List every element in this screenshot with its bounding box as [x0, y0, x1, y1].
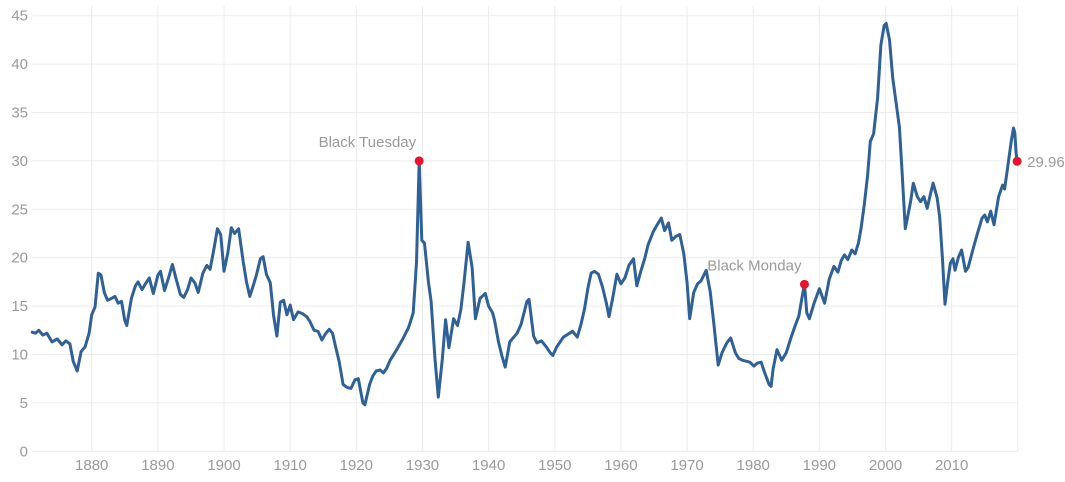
y-axis-labels: 0 5 10 15 20 25 30 35 40 45 [11, 8, 28, 461]
black-tuesday-marker-dot [414, 156, 424, 166]
y-axis-tick-label: 10 [11, 347, 28, 364]
current-value-label: 29.96 [1027, 154, 1065, 171]
x-axis-tick-label: 1930 [406, 457, 439, 474]
x-axis-labels: 1880 1890 1900 1910 1920 1930 1940 1950 1960 1970… [75, 457, 968, 474]
y-axis-tick-label: 30 [11, 153, 28, 170]
x-axis-tick-label: 1980 [737, 457, 770, 474]
x-axis-tick-label: 1970 [670, 457, 703, 474]
black-monday-label: Black Monday [707, 257, 802, 274]
x-axis-tick-label: 1920 [340, 457, 373, 474]
black-monday-marker-dot [799, 279, 809, 289]
y-axis-tick-label: 20 [11, 250, 28, 267]
y-axis-tick-label: 35 [11, 105, 28, 122]
y-axis-tick-label: 40 [11, 56, 28, 73]
pe-ratio-line-series [30, 21, 1019, 407]
y-axis-tick-label: 0 [20, 443, 28, 460]
black-tuesday-label: Black Tuesday [319, 134, 417, 151]
annotations: Black Tuesday Black Monday 29.96 [319, 134, 1065, 289]
x-axis-tick-label: 2000 [869, 457, 902, 474]
x-axis-tick-label: 1990 [803, 457, 836, 474]
x-axis-tick-label: 1900 [207, 457, 240, 474]
y-gridlines [32, 15, 1018, 452]
x-axis-tick-label: 2010 [935, 457, 968, 474]
x-axis-tick-label: 1890 [141, 457, 174, 474]
x-axis-tick-label: 1940 [472, 457, 505, 474]
x-axis-tick-label: 1960 [604, 457, 637, 474]
y-axis-tick-label: 45 [11, 8, 28, 25]
x-axis-tick-label: 1950 [538, 457, 571, 474]
y-axis-tick-label: 5 [20, 395, 28, 412]
x-axis-tick-label: 1880 [75, 457, 108, 474]
y-axis-tick-label: 25 [11, 201, 28, 218]
y-axis-tick-label: 15 [11, 298, 28, 315]
x-axis-tick-label: 1910 [273, 457, 306, 474]
current-value-marker-dot [1012, 156, 1022, 166]
